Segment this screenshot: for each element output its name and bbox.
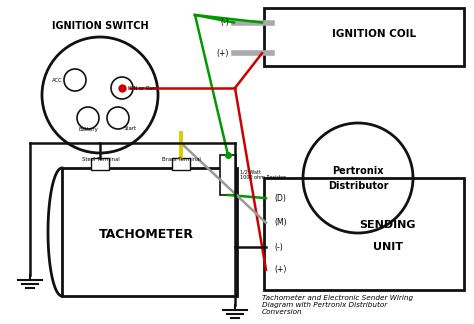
Text: IGN or Run: IGN or Run xyxy=(128,86,156,90)
Bar xyxy=(62,168,237,296)
Bar xyxy=(172,158,190,170)
Bar xyxy=(220,155,236,195)
Text: UNIT: UNIT xyxy=(373,242,403,252)
Text: ACC: ACC xyxy=(52,77,63,83)
Text: Steel Terminal: Steel Terminal xyxy=(82,157,119,162)
Text: (-): (-) xyxy=(274,243,283,252)
Text: Battery: Battery xyxy=(78,128,98,133)
Text: Distributor: Distributor xyxy=(328,181,388,191)
Text: IGNITION SWITCH: IGNITION SWITCH xyxy=(52,21,148,31)
Text: (+): (+) xyxy=(217,49,229,58)
Text: Start: Start xyxy=(123,125,137,131)
Text: SENDING: SENDING xyxy=(360,220,416,230)
Text: (+): (+) xyxy=(274,265,286,274)
Text: (D): (D) xyxy=(274,194,286,202)
Text: (M): (M) xyxy=(274,218,287,227)
Text: 1/2 Watt
1000 ohm Resistor: 1/2 Watt 1000 ohm Resistor xyxy=(240,169,286,180)
Text: IGNITION COIL: IGNITION COIL xyxy=(332,29,416,39)
Text: Brass Terminal: Brass Terminal xyxy=(162,157,201,162)
Bar xyxy=(264,8,464,66)
Bar xyxy=(264,178,464,290)
Text: Pertronix: Pertronix xyxy=(332,166,384,176)
Text: TACHOMETER: TACHOMETER xyxy=(99,228,193,241)
Bar xyxy=(91,158,109,170)
Text: (-): (-) xyxy=(220,18,229,27)
Text: Tachometer and Electronic Sender Wiring
Diagram with Pertronix Distributor
Conve: Tachometer and Electronic Sender Wiring … xyxy=(262,295,413,315)
